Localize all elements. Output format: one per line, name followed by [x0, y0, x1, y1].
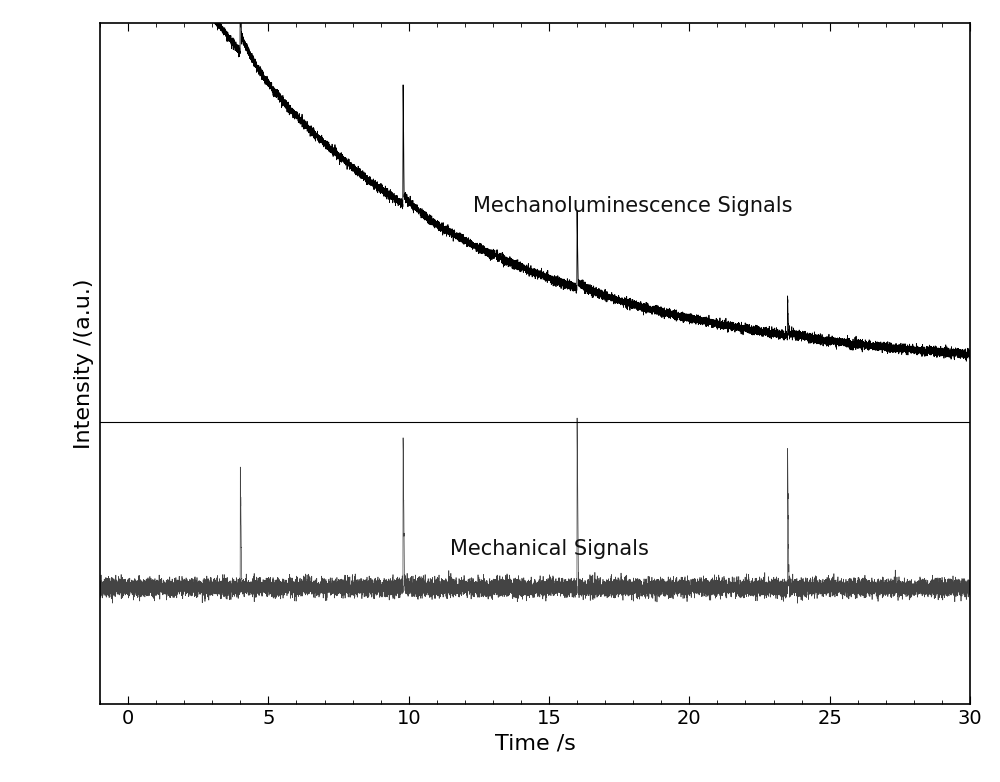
X-axis label: Time /s: Time /s [495, 734, 575, 753]
Y-axis label: Intensity /(a.u.): Intensity /(a.u.) [74, 278, 94, 449]
Text: Mechanical Signals: Mechanical Signals [450, 539, 648, 559]
Text: Mechanoluminescence Signals: Mechanoluminescence Signals [473, 196, 793, 216]
